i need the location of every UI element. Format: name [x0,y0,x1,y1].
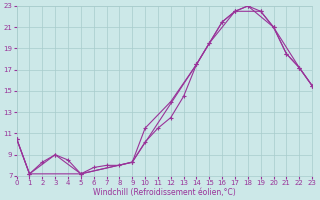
X-axis label: Windchill (Refroidissement éolien,°C): Windchill (Refroidissement éolien,°C) [93,188,236,197]
